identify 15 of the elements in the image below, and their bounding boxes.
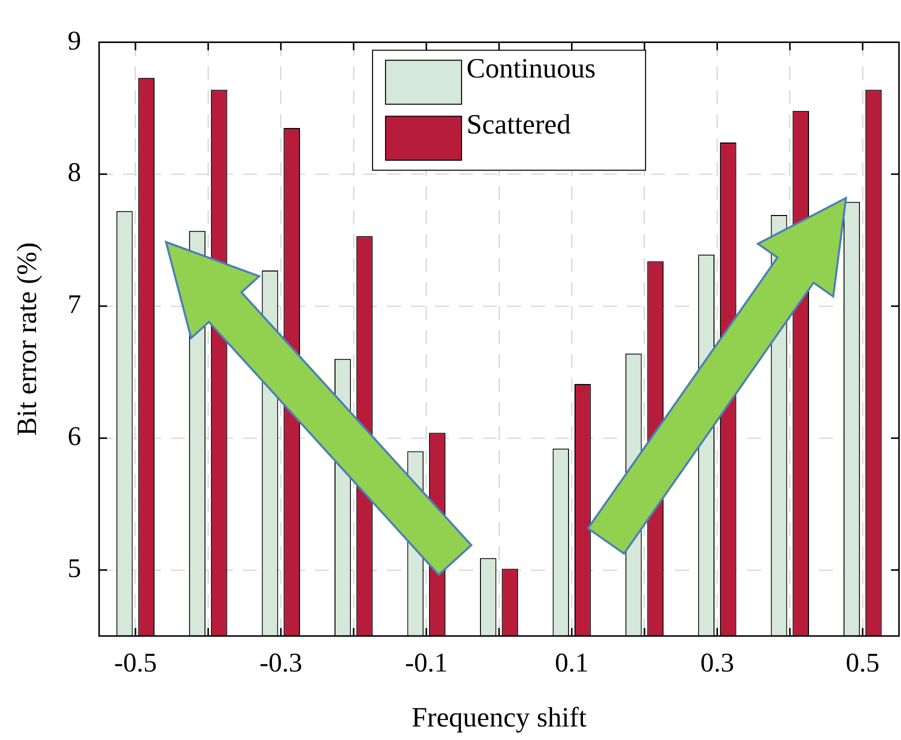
x-tick-label: 0.3 [700, 647, 734, 678]
y-tick-label: 9 [68, 25, 82, 56]
x-tick-label: -0.5 [114, 647, 157, 678]
x-tick-label: 0.1 [554, 647, 589, 678]
y-tick-label: 6 [68, 421, 82, 452]
y-axis-title: Bit error rate (%) [12, 242, 44, 436]
legend-label: Scattered [466, 110, 571, 141]
y-tick-label: 8 [68, 157, 82, 188]
x-axis-title: Frequency shift [412, 702, 587, 734]
x-tick-label: 0.5 [846, 647, 880, 678]
x-tick-label: -0.3 [260, 647, 302, 678]
legend-label: Continuous [466, 54, 596, 85]
x-tick-label: -0.1 [404, 647, 448, 678]
y-tick-label: 5 [68, 553, 82, 584]
y-tick-label: 7 [68, 289, 82, 320]
